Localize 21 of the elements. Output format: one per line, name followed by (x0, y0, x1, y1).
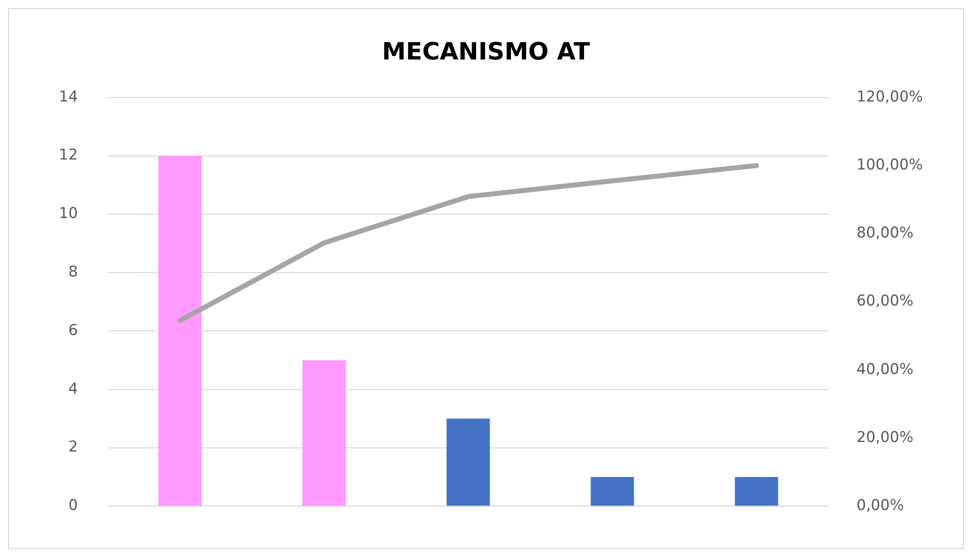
y-tick-label: 2 (68, 438, 78, 456)
y-tick-label: 8 (68, 262, 78, 280)
y2-tick-label: 100,00% (856, 155, 924, 174)
bar (446, 418, 490, 506)
chart-title: MECANISMO AT (382, 37, 591, 66)
y2-tick-label: 80,00% (856, 224, 914, 242)
bar (158, 156, 202, 506)
y2-tick-label: 0,00% (856, 496, 904, 514)
bar (302, 360, 346, 506)
y2-tick-label: 120,00% (856, 87, 924, 106)
y2-tick-label: 60,00% (856, 292, 914, 310)
y-tick-label: 0 (68, 496, 78, 514)
y2-tick-label: 40,00% (856, 360, 914, 378)
y-tick-label: 4 (68, 379, 78, 398)
bar (590, 476, 634, 506)
y-tick-label: 6 (68, 320, 78, 339)
y-tick-label: 14 (58, 87, 78, 106)
y-tick-label: 12 (58, 146, 78, 164)
bar (734, 476, 778, 506)
y-tick-label: 10 (58, 204, 78, 222)
y2-tick-label: 20,00% (856, 428, 914, 446)
